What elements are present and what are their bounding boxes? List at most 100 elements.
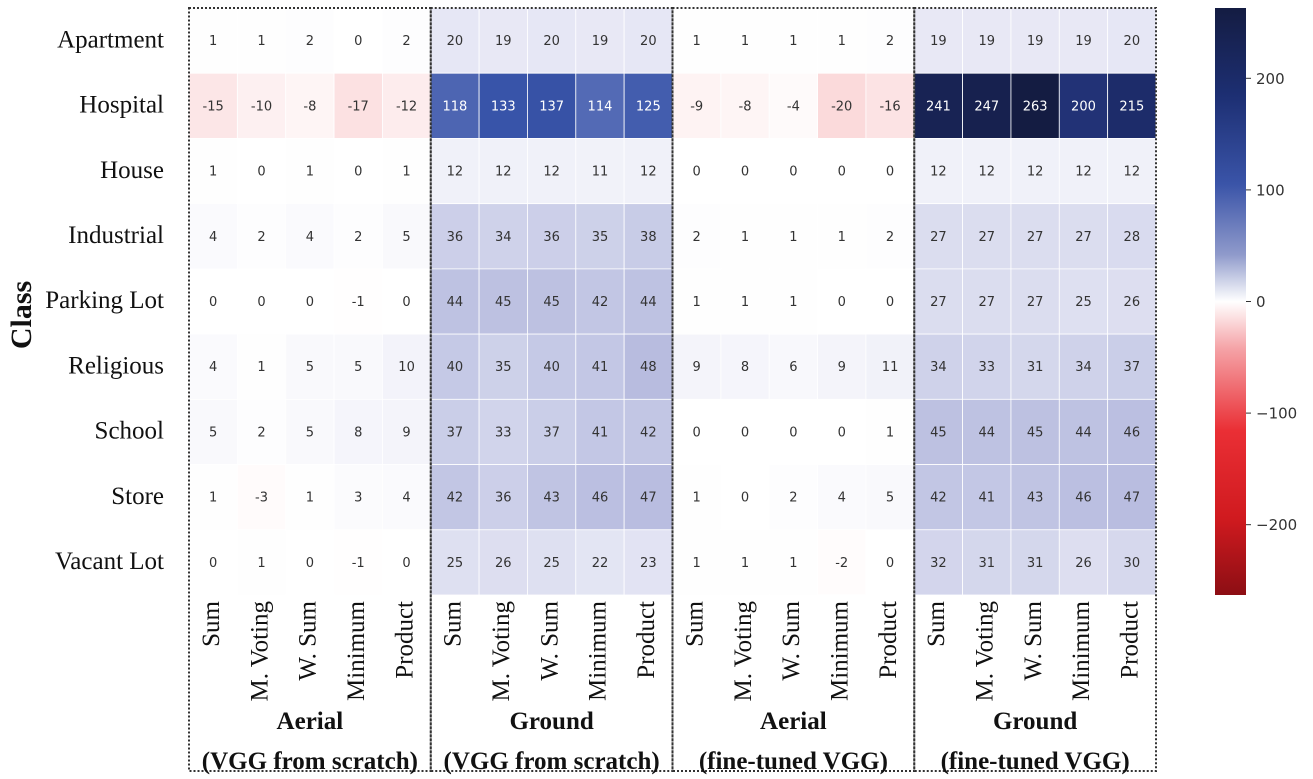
heatmap-cell [1058,398,1109,465]
cell-value-label: 44 [447,295,464,310]
column-label: Product [633,601,660,679]
column-label: W. Sum [1020,600,1047,680]
cell-value-label: 44 [640,295,657,310]
cell-value-label: 12 [640,165,657,180]
cell-value-label: 1 [741,556,749,571]
heatmap-cell [285,72,335,139]
cell-value-label: 42 [640,425,657,440]
column-label: Minimum [826,600,853,701]
heatmap-cell [913,138,963,205]
heatmap-cell [381,138,432,205]
cell-value-label: 22 [592,556,609,571]
cell-value-label: 46 [592,491,609,506]
column-label: Sum [923,600,950,646]
heatmap-cell [623,464,673,531]
cell-value-label: 2 [257,230,265,245]
heatmap-cell [865,464,915,531]
cell-value-label: 10 [398,360,415,375]
cell-value-label: 5 [306,425,314,440]
heatmap-cell [720,529,770,596]
cell-value-label: 42 [930,491,947,506]
cell-value-label: 26 [1124,295,1141,310]
cell-value-label: 27 [1027,230,1044,245]
column-label: W. Sum [295,600,322,680]
heatmap-cell [1058,529,1109,596]
cell-value-label: 4 [306,230,314,245]
group-label-line1: Aerial [760,708,827,735]
heatmap-cell [817,268,867,335]
heatmap-cell [333,398,383,465]
heatmap-cell-labels: 1 1 2 0 2 20 19 20 19 20 1 1 1 1 2 19 19 19 19 20-15 -10 -8 -1… [203,34,1145,571]
cell-value-label: 1 [789,34,797,49]
heatmap-cell [575,464,625,531]
cell-value-label: 0 [354,165,362,180]
cell-value-label: 3 [354,491,362,506]
heatmap-cell [720,203,770,270]
heatmap-cell [575,138,625,205]
cell-value-label: -1 [352,295,365,310]
colorbar-tick-label: 0 [1256,293,1266,311]
heatmap-cell [430,529,480,596]
heatmap-cell [333,268,383,335]
group-labels: Aerial (VGG from scratch) Ground (VGG from … [202,708,1130,775]
heatmap-cell [913,333,963,400]
column-label: W. Sum [778,600,805,680]
heatmap-cell [478,333,528,400]
heatmap-cell [188,529,238,596]
cell-value-label: 1 [693,491,701,506]
colorbar-tick-label: 100 [1256,181,1285,199]
cell-value-label: 41 [592,425,609,440]
cell-value-label: 1 [257,556,265,571]
cell-value-label: 12 [447,165,464,180]
cell-value-label: 0 [209,295,217,310]
heatmap-cell [623,333,673,400]
cell-value-label: 0 [886,165,894,180]
cell-value-label: -2 [835,556,848,571]
heatmap-cell [527,72,577,139]
cell-value-label: 12 [1027,165,1044,180]
cell-value-label: 30 [1124,556,1141,571]
cell-value-label: 0 [741,425,749,440]
heatmap-cell [1010,268,1060,335]
cell-value-label: 31 [1027,360,1044,375]
cell-value-label: 33 [979,360,996,375]
heatmap-cell [817,398,867,465]
cell-value-label: 247 [974,99,999,114]
heatmap-cell [1010,7,1060,74]
heatmap-cell [1058,138,1109,205]
heatmap-cell [1010,72,1060,139]
colorbar-tick-label: −200 [1256,516,1297,534]
cell-value-label: 0 [789,425,797,440]
cell-value-label: 12 [979,165,996,180]
cell-value-label: 6 [789,360,797,375]
heatmap-cell [188,398,238,465]
heatmap-cell [672,138,722,205]
heatmap-cell [188,203,238,270]
cell-value-label: 5 [209,425,217,440]
heatmap-cell [1107,333,1157,400]
group-border [671,7,916,772]
cell-value-label: 4 [209,230,217,245]
heatmap-cell [285,333,335,400]
cell-value-label: 1 [789,556,797,571]
row-label: Vacant Lot [55,548,164,575]
heatmap-cell [962,72,1012,139]
cell-value-label: -9 [690,99,703,114]
cell-value-label: 0 [209,556,217,571]
cell-value-label: 114 [588,99,613,114]
group-border [429,7,674,772]
cell-value-label: 1 [257,34,265,49]
cell-value-label: 47 [640,491,657,506]
heatmap-cell [720,268,770,335]
cell-value-label: 36 [543,230,560,245]
cell-value-label: 47 [1124,491,1141,506]
cell-value-label: 26 [495,556,512,571]
cell-value-label: 45 [495,295,512,310]
cell-value-label: 42 [592,295,609,310]
heatmap-cell [236,529,287,596]
heatmap-cell [865,72,915,139]
heatmap-cell [720,333,770,400]
cell-value-label: 12 [1075,165,1092,180]
cell-value-label: 31 [1027,556,1044,571]
